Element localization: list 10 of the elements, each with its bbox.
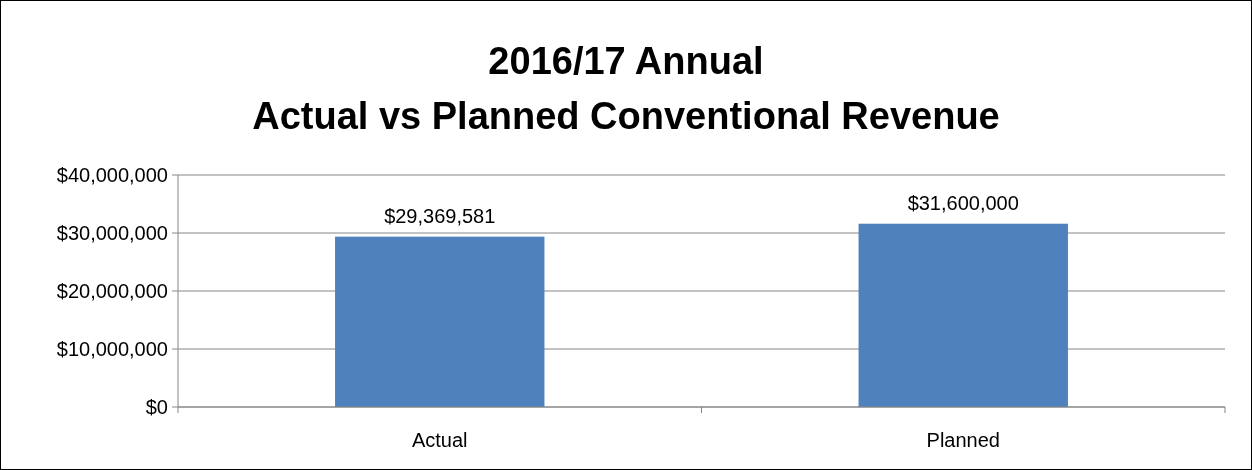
y-tick-label: $10,000,000	[56, 338, 168, 360]
chart-title: 2016/17 Annual Actual vs Planned Conventional Revenue	[252, 40, 1000, 137]
y-tick-label: $20,000,000	[56, 280, 168, 302]
x-tick-label: Actual	[411, 429, 468, 451]
y-tick-label: $30,000,000	[56, 222, 168, 244]
y-tick-label: $0	[145, 396, 168, 418]
y-tick-label: $40,000,000	[56, 164, 168, 186]
data-label: $31,600,000	[907, 191, 1019, 214]
x-tick-label: Planned	[926, 429, 1000, 451]
data-label: $29,369,581	[384, 204, 496, 227]
